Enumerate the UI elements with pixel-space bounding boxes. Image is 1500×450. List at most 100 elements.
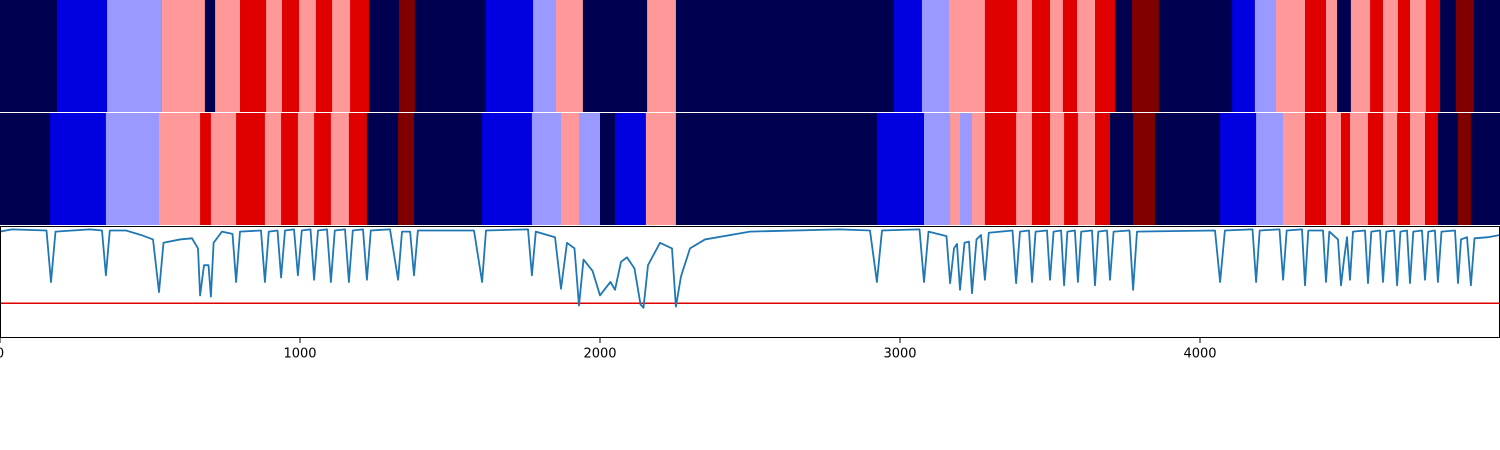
segment	[1350, 113, 1369, 225]
segment	[1050, 113, 1065, 225]
segment	[332, 0, 351, 112]
segment	[555, 0, 584, 112]
signal-line	[0, 228, 1500, 309]
x-tick-label: 2000	[583, 347, 616, 362]
segment	[1410, 0, 1427, 112]
segment	[984, 0, 1018, 112]
segment	[924, 113, 951, 225]
segment	[200, 113, 212, 225]
segment	[1220, 113, 1257, 225]
segment	[264, 113, 282, 225]
segment	[1397, 113, 1411, 225]
segment	[1017, 0, 1033, 112]
segment	[162, 0, 206, 112]
segment	[615, 113, 647, 225]
segment	[582, 0, 648, 112]
segment	[600, 113, 616, 225]
segment	[1032, 0, 1051, 112]
plot-background	[0, 226, 1500, 338]
segment	[972, 113, 986, 225]
segment	[1095, 0, 1116, 112]
segment	[210, 113, 237, 225]
segment	[1305, 0, 1327, 112]
segment	[1326, 113, 1342, 225]
segment	[533, 0, 557, 112]
segment	[57, 0, 108, 112]
segment	[1425, 0, 1441, 112]
segment	[215, 0, 241, 112]
segment	[369, 0, 400, 112]
x-tick-label: 0	[0, 347, 4, 362]
x-tick-label: 4000	[1183, 347, 1216, 362]
segment	[236, 113, 266, 225]
segment	[1383, 113, 1398, 225]
segment	[1283, 113, 1306, 225]
segment	[1337, 0, 1352, 112]
segment	[1350, 0, 1371, 112]
segment	[1305, 113, 1327, 225]
segment	[266, 0, 283, 112]
segment	[1077, 113, 1096, 225]
segment	[1368, 113, 1384, 225]
segment	[1110, 113, 1134, 225]
segment	[876, 113, 925, 225]
segment	[0, 113, 51, 225]
segment	[315, 0, 333, 112]
segment	[1131, 0, 1160, 112]
segment	[579, 113, 601, 225]
segment	[107, 0, 163, 112]
segment	[675, 0, 895, 112]
segment	[950, 113, 961, 225]
segment	[1440, 0, 1457, 112]
segment	[1032, 113, 1051, 225]
segment	[0, 0, 58, 112]
segment	[240, 0, 267, 112]
segment	[1326, 0, 1338, 112]
segment	[675, 113, 878, 225]
segment	[984, 113, 1017, 225]
segment	[1155, 113, 1221, 225]
segment	[531, 113, 562, 225]
segment	[314, 113, 332, 225]
segment	[366, 113, 399, 225]
segment	[1050, 0, 1064, 112]
segment	[330, 113, 350, 225]
segment	[1425, 113, 1439, 225]
segment	[1254, 0, 1277, 112]
segment	[50, 113, 107, 225]
segment	[1370, 0, 1384, 112]
x-tick-label: 1000	[283, 347, 316, 362]
segment	[414, 113, 483, 225]
segment	[297, 113, 315, 225]
segment	[299, 0, 317, 112]
x-tick-label: 3000	[883, 347, 916, 362]
segment	[960, 113, 973, 225]
segment	[921, 0, 950, 112]
segment	[1398, 0, 1411, 112]
segment	[1437, 113, 1459, 225]
segment	[1275, 0, 1306, 112]
segment	[561, 113, 580, 225]
segment	[1473, 0, 1500, 112]
segment	[282, 0, 300, 112]
segment	[348, 113, 368, 225]
segment	[1458, 113, 1472, 225]
segment	[1232, 0, 1256, 112]
segment	[1062, 0, 1078, 112]
segment	[482, 113, 533, 225]
segment	[398, 113, 415, 225]
segment	[645, 113, 677, 225]
segment	[486, 0, 534, 112]
segment	[1470, 113, 1500, 225]
segment	[647, 0, 677, 112]
segment	[105, 113, 160, 225]
segment	[1256, 113, 1284, 225]
segment	[1064, 113, 1079, 225]
segment	[1133, 113, 1156, 225]
segment	[1455, 0, 1475, 112]
segment	[1158, 0, 1233, 112]
segment	[1016, 113, 1033, 225]
segment	[159, 113, 201, 225]
